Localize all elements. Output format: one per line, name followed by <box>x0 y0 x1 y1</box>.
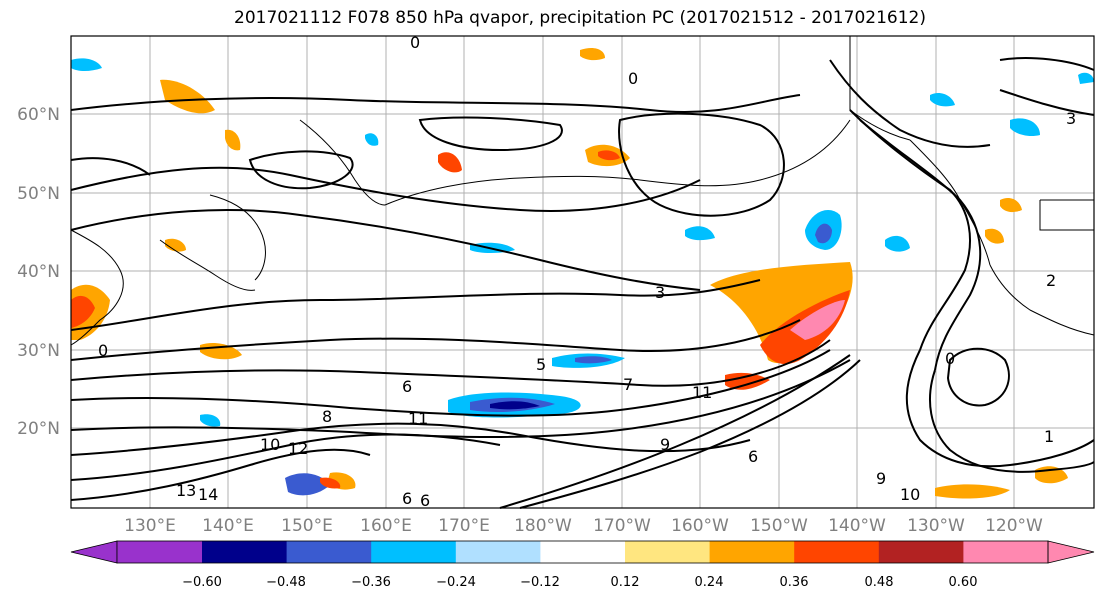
lon-label: 180°W <box>514 516 572 536</box>
lon-label: 140°W <box>828 516 886 536</box>
contour-label: 0 <box>945 349 955 368</box>
contour-label: 0 <box>410 33 420 52</box>
colorbar-extend-max <box>1047 540 1095 564</box>
colorbar-outline <box>116 540 1049 564</box>
contour-label: 11 <box>692 383 712 402</box>
contour-label: 9 <box>876 469 886 488</box>
contour-label: 5 <box>536 355 546 374</box>
contour-label: 7 <box>623 375 633 394</box>
longitude-labels: 130°E 140°E 150°E 160°E 170°E 180°W 170°… <box>124 516 1043 536</box>
contour-label: 6 <box>748 447 758 466</box>
lat-label: 30°N <box>17 341 60 361</box>
contour-label: 14 <box>198 485 218 504</box>
precip-shading <box>71 47 1094 499</box>
contour-label: 6 <box>420 491 430 510</box>
colorbar-tick-label: 0.48 <box>865 575 894 590</box>
lat-label: 50°N <box>17 184 60 204</box>
colorbar-ticks: −0.60 −0.48 −0.36 −0.24 −0.12 0.12 0.24 … <box>182 575 977 590</box>
moisture-contours <box>70 57 1095 509</box>
colorbar-segment <box>963 541 1048 563</box>
colorbar-tick-label: −0.36 <box>351 575 391 590</box>
lon-label: 150°W <box>750 516 808 536</box>
lon-label: 170°W <box>593 516 651 536</box>
contour-label: 10 <box>900 485 920 504</box>
colorbar-segment <box>878 541 964 563</box>
contour-label: 1 <box>1044 427 1054 446</box>
colorbar-segment <box>794 541 880 563</box>
colorbar-segment <box>455 541 541 563</box>
colorbar-segment <box>371 541 457 563</box>
lon-label: 150°E <box>281 516 333 536</box>
contour-labels: 0 0 3 5 6 7 8 11 11 12 13 14 10 9 6 6 2 … <box>98 33 1076 510</box>
lon-label: 160°W <box>671 516 729 536</box>
colorbar-tick-label: 0.12 <box>611 575 640 590</box>
lat-label: 60°N <box>17 105 60 125</box>
coastlines <box>70 36 1095 346</box>
colorbar-extend-min <box>70 540 118 564</box>
colorbar-tick-label: 0.60 <box>949 575 978 590</box>
lon-label: 160°E <box>360 516 412 536</box>
contour-label: 3 <box>655 283 665 302</box>
contour-label: 8 <box>322 407 332 426</box>
colorbar-segment <box>540 541 626 563</box>
contour-label: 3 <box>1066 109 1076 128</box>
contour-label: 0 <box>628 69 638 88</box>
colorbar-segment <box>286 541 372 563</box>
colorbar-segment <box>117 541 202 563</box>
lon-label: 170°E <box>438 516 490 536</box>
contour-label: 13 <box>176 481 196 500</box>
colorbar-segment <box>625 541 711 563</box>
contour-label: 2 <box>1046 271 1056 290</box>
map-title: 2017021112 F078 850 hPa qvapor, precipit… <box>234 8 926 28</box>
contour-label: 6 <box>402 377 412 396</box>
contour-label: 0 <box>98 341 108 360</box>
colorbar-segment <box>709 541 795 563</box>
latitude-labels: 60°N 50°N 40°N 30°N 20°N <box>17 105 60 439</box>
lon-label: 130°E <box>124 516 176 536</box>
lon-label: 140°E <box>202 516 254 536</box>
contour-label: 6 <box>402 489 412 508</box>
lat-label: 40°N <box>17 262 60 282</box>
map-frame <box>71 36 1094 508</box>
contour-label: 9 <box>660 435 670 454</box>
colorbar-tick-label: −0.12 <box>520 575 560 590</box>
contour-label: 11 <box>408 409 428 428</box>
colorbar-tick-label: 0.24 <box>695 575 724 590</box>
contour-label: 12 <box>288 439 308 458</box>
colorbar-tick-label: −0.24 <box>436 575 476 590</box>
colorbar-tick-label: −0.60 <box>182 575 222 590</box>
colorbar-segment <box>202 541 288 563</box>
contour-label: 10 <box>260 435 280 454</box>
map-border <box>70 35 1095 509</box>
colorbar-tick-label: 0.36 <box>780 575 809 590</box>
lon-label: 130°W <box>907 516 965 536</box>
colorbar-tick-label: −0.48 <box>266 575 306 590</box>
lon-label: 120°W <box>985 516 1043 536</box>
colorbar <box>70 540 1095 564</box>
lat-label: 20°N <box>17 419 60 439</box>
